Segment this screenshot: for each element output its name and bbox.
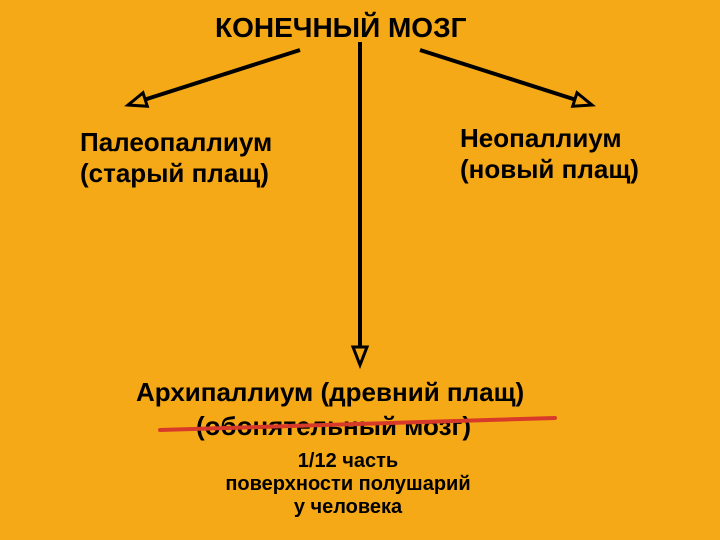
footnote-line1: 1/12 часть [0,450,696,473]
center-branch-line1: Архипаллиум (древний плащ) [136,378,524,408]
right-branch-line2: (новый плащ) [460,155,639,185]
left-branch-line1: Палеопаллиум [80,128,272,158]
left-branch-line2: (старый плащ) [80,159,269,189]
right-branch-line1: Неопаллиум [460,124,622,154]
center-branch-line2: (обонятельный мозг) [196,412,471,442]
footnote-line3: у человека [0,496,696,519]
footnote-line2: поверхности полушарий [0,473,696,496]
title-text: КОНЕЧНЫЙ МОЗГ [215,12,467,44]
